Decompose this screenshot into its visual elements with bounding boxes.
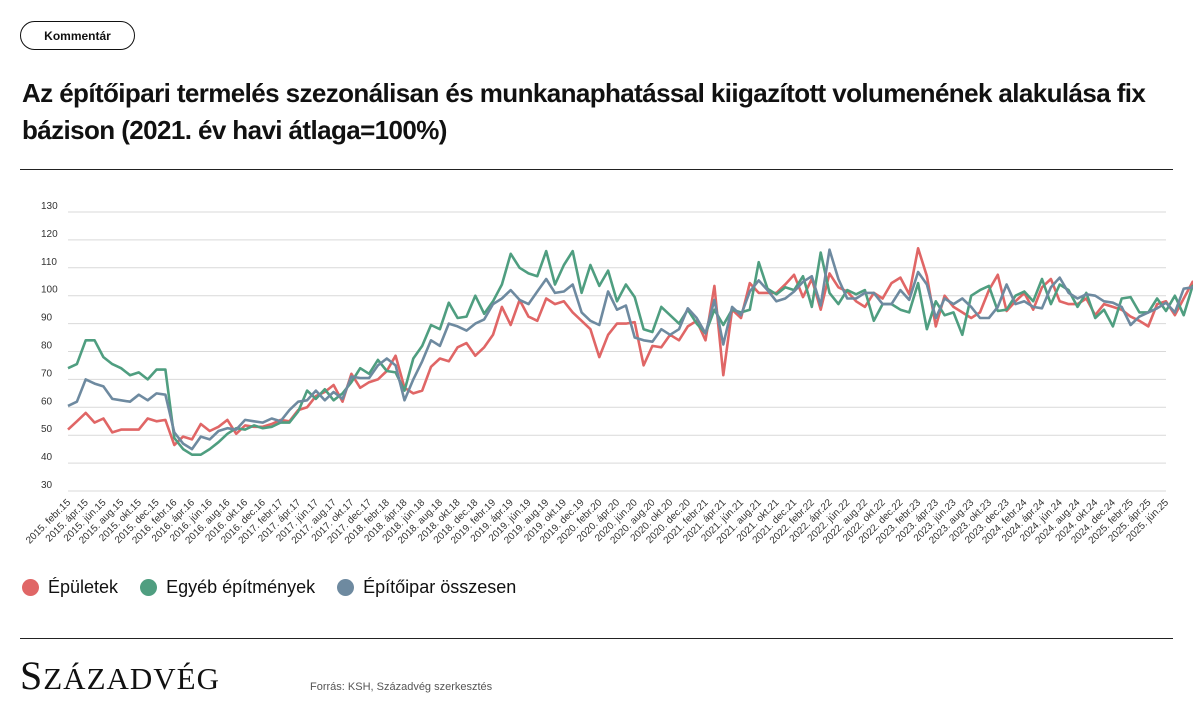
y-tick-label: 110 (41, 257, 57, 268)
top-divider (20, 169, 1173, 170)
legend-dot-egyeb (140, 579, 158, 596)
legend-label-egyeb: Egyéb építmények (166, 577, 316, 597)
legend-dot-osszesen (337, 579, 355, 596)
legend-item-egyeb: Egyéb építmények (140, 577, 315, 598)
szazadveg-logo: SZÁZADVÉG (20, 653, 220, 698)
series-line-2 (67, 248, 1193, 451)
y-tick-label: 90 (41, 313, 53, 324)
legend-label-epuletek: Épületek (48, 577, 119, 597)
y-tick-label: 50 (41, 424, 53, 435)
series-line-1 (67, 249, 1193, 457)
y-tick-label: 130 (41, 201, 58, 212)
source-note: Forrás: KSH, Századvég szerkesztés (310, 681, 493, 693)
y-tick-label: 120 (41, 229, 58, 240)
kommentar-badge[interactable]: Kommentár (20, 21, 135, 50)
legend-dot-epuletek (22, 579, 39, 596)
y-tick-label: 80 (41, 341, 53, 352)
legend-item-osszesen: Építőipar összesen (337, 577, 516, 598)
legend-label-osszesen: Építőipar összesen (363, 577, 517, 597)
y-tick-label: 100 (41, 285, 58, 296)
legend-item-epuletek: Épületek (22, 577, 118, 598)
bottom-divider (20, 638, 1173, 639)
chart-title: Az építőipari termelés szezonálisan és m… (22, 78, 1146, 145)
y-tick-label: 40 (41, 452, 53, 463)
series-line-0 (67, 246, 1193, 447)
y-tick-label: 30 (41, 480, 53, 491)
y-tick-label: 60 (41, 396, 53, 407)
y-tick-label: 70 (41, 368, 53, 379)
chart-legend: Épületek Egyéb építmények Építőipar össz… (22, 577, 516, 598)
